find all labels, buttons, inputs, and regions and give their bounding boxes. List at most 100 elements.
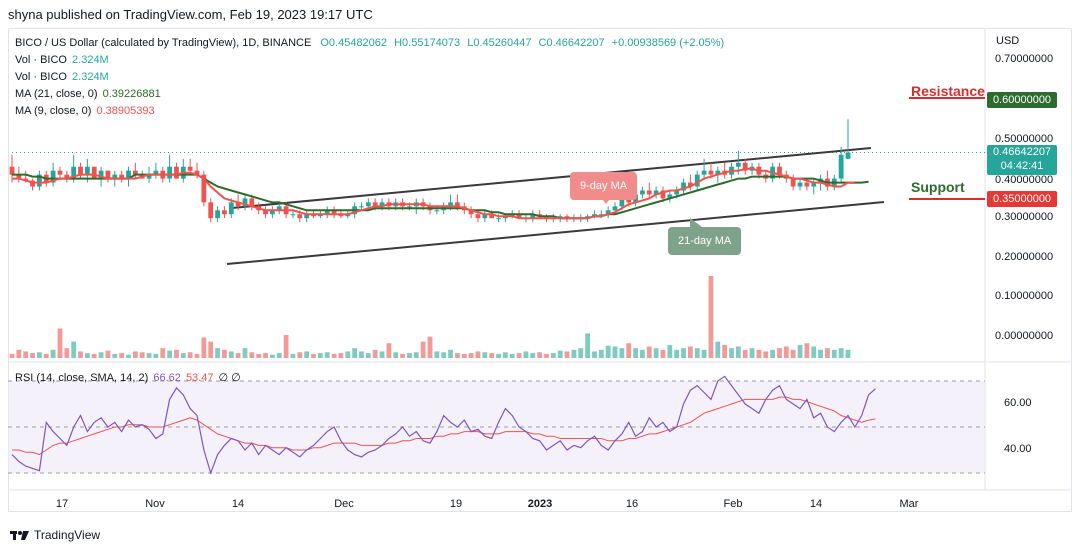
rsi-tick: 40.00 xyxy=(1004,443,1032,455)
candle-body xyxy=(653,190,659,195)
volume-bar xyxy=(468,353,474,358)
candle-body xyxy=(742,162,748,171)
volume-bar xyxy=(345,351,351,358)
volume-bar xyxy=(777,348,782,358)
date-tick: Nov xyxy=(145,498,165,510)
volume-bar xyxy=(598,349,604,358)
volume-bar xyxy=(228,351,234,358)
ma9-value: 0.38905393 xyxy=(96,105,155,117)
volume-bar xyxy=(667,344,673,358)
candle-body xyxy=(804,182,810,187)
volume-bar xyxy=(317,353,323,358)
volume-bar xyxy=(269,354,275,358)
volume-bar xyxy=(338,353,344,358)
volume-bar xyxy=(37,352,42,358)
volume-bar xyxy=(660,349,666,358)
candle-body xyxy=(612,206,618,211)
volume-bar xyxy=(537,352,543,358)
volume-bar xyxy=(756,349,762,358)
volume-bar xyxy=(818,349,823,358)
candle-body xyxy=(290,214,296,216)
volume-bar xyxy=(571,349,577,358)
publisher-line: shyna published on TradingView.com, Feb … xyxy=(8,7,373,22)
volume-bar xyxy=(276,353,282,358)
candle-body xyxy=(215,210,220,219)
channel-upper-line xyxy=(231,147,872,209)
volume-bar xyxy=(242,348,248,358)
candle-body xyxy=(715,170,721,175)
candle-body xyxy=(468,210,474,215)
ma21-line xyxy=(12,173,869,220)
volume-bar xyxy=(496,353,501,358)
volume-bar xyxy=(838,348,844,358)
volume-bar xyxy=(126,354,131,358)
volume-bar xyxy=(249,352,255,358)
candle-body xyxy=(269,210,275,215)
volume-bar xyxy=(619,348,625,358)
volume-bar xyxy=(578,348,584,358)
volume-bar xyxy=(16,349,22,358)
volume-bar xyxy=(550,353,556,358)
candle-body xyxy=(167,166,173,179)
candle-body xyxy=(242,198,248,207)
volume-bar xyxy=(530,353,536,358)
date-tick: 14 xyxy=(231,498,245,510)
volume-bar xyxy=(43,353,49,358)
candle-body xyxy=(153,170,159,175)
price-tick: 0.40000000 xyxy=(995,174,1054,186)
legend-title: BICO / US Dollar (calculated by TradingV… xyxy=(15,37,312,49)
candle-body xyxy=(276,206,282,211)
volume-bar xyxy=(434,351,440,358)
volume-bar xyxy=(64,348,70,358)
volume-bar xyxy=(84,353,90,358)
resistance-price-tag: 0.60000000 xyxy=(987,92,1057,108)
price-tick: 0.30000000 xyxy=(995,211,1054,223)
candle-body xyxy=(838,154,844,179)
volume-bar xyxy=(509,353,515,358)
price-tick: 0.20000000 xyxy=(995,251,1054,263)
candle-body xyxy=(201,174,207,203)
candle-body xyxy=(708,170,714,175)
volume-bar xyxy=(455,353,460,358)
volume-bar xyxy=(811,346,817,358)
volume-bar xyxy=(742,349,748,358)
candle-body xyxy=(84,166,90,175)
legend-low: L0.45260447 xyxy=(467,37,532,49)
volume-bar xyxy=(585,333,591,358)
volume-bar xyxy=(311,353,316,358)
ma9-bubble: 9-day MA xyxy=(570,172,638,200)
volume-bar xyxy=(146,353,152,358)
volume-bar xyxy=(640,349,645,358)
date-tick: 16 xyxy=(625,498,639,510)
candle-body xyxy=(667,194,673,199)
candle-body xyxy=(249,198,255,207)
volume-bar xyxy=(441,352,447,358)
candle-body xyxy=(516,214,522,219)
candle-body xyxy=(674,190,680,195)
candle-body xyxy=(50,170,56,183)
date-tick: 19 xyxy=(449,498,463,510)
legend-ma21: MA (21, close, 0) 0.39226881 xyxy=(15,86,161,103)
volume-bar xyxy=(605,345,611,358)
candle-body xyxy=(91,166,97,179)
volume-bar xyxy=(626,343,632,358)
candle-body xyxy=(530,214,536,219)
candle-body xyxy=(317,214,323,217)
legend-vol1: Vol · BICO 2.324M xyxy=(15,52,109,69)
volume-bar xyxy=(461,353,467,358)
volume-bar xyxy=(372,349,378,358)
volume-bar xyxy=(160,348,166,358)
volume-bar xyxy=(448,349,453,358)
volume-bar xyxy=(413,352,419,358)
volume-bar xyxy=(729,348,734,358)
volume-bar xyxy=(393,352,399,358)
moving-averages xyxy=(12,167,869,220)
candle-body xyxy=(489,214,495,219)
candle-body xyxy=(297,214,303,219)
candle-body xyxy=(646,190,652,195)
volume-bar xyxy=(71,341,77,358)
candle-body xyxy=(735,162,741,167)
volume-bar xyxy=(790,349,796,358)
date-tick: 2023 xyxy=(527,498,553,510)
candle-body xyxy=(126,170,131,179)
